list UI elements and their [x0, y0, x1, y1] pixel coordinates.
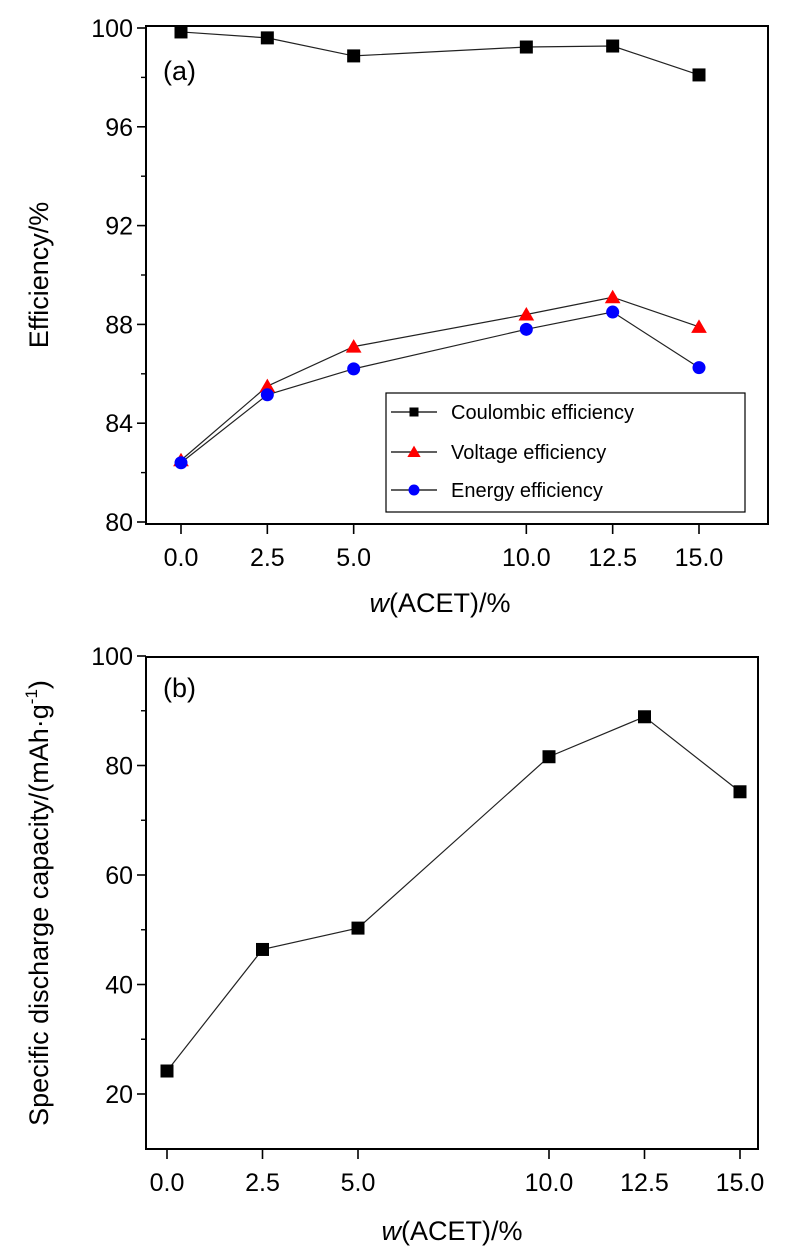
legend-label: Coulombic efficiency — [451, 402, 634, 424]
panel-a-data-point — [606, 305, 620, 319]
panel-a-y-tick-label: 100 — [91, 15, 133, 43]
panel-a-y-axis: 80 84 88 92 96 100 — [91, 15, 146, 537]
panel-b-data-point — [160, 1064, 174, 1078]
panel-a-y-tick-label: 88 — [105, 311, 133, 339]
panel-a-x-axis: 0.0 2.5 5.0 10.0 12.5 15.0 — [164, 524, 724, 572]
panel-a-label: (a) — [163, 56, 196, 86]
panel-a-data-point — [345, 339, 362, 353]
panel-a-data-point — [692, 68, 706, 82]
panel-b-capacity-chart: 20 40 60 80 100 0.0 2.5 5.0 10.0 12.5 15.0 (b) Sp… — [22, 643, 764, 1246]
legend-marker-triangle — [407, 445, 421, 458]
panel-a-x-axis-title-italic: w — [370, 588, 391, 618]
panel-a-data-point — [259, 378, 276, 393]
panel-a-series-line-circle — [180, 311, 700, 464]
panel-b-x-axis-title-italic: w — [382, 1216, 403, 1246]
panel-a-data-point — [604, 289, 621, 304]
panel-b-data-point — [351, 921, 365, 935]
panel-a-y-tick-label: 84 — [105, 410, 133, 438]
panel-b-y-axis-title-main: Specific discharge capacity/(mAh·g — [24, 704, 54, 1126]
panel-b-y-tick-label: 40 — [105, 972, 133, 1000]
panel-b-x-tick-label: 2.5 — [245, 1169, 280, 1197]
panel-a-data-point — [347, 362, 361, 376]
panel-b-y-axis-title: Specific discharge capacity/(mAh·g-1) — [22, 680, 54, 1126]
panel-b-x-axis-title: w(ACET)/% — [382, 1216, 523, 1246]
panel-b-series — [160, 710, 747, 1078]
panel-b-y-axis-title-sup: -1 — [22, 689, 41, 704]
panel-a-data-point — [174, 456, 188, 470]
panel-a-data-point — [347, 49, 361, 63]
panel-b-y-axis-title-end: ) — [24, 680, 54, 689]
panel-a-y-tick-label: 80 — [105, 509, 133, 537]
panel-b-y-tick-label: 100 — [91, 643, 133, 671]
panel-a-y-axis-title: Efficiency/% — [24, 202, 54, 349]
panel-a-x-tick-label: 12.5 — [588, 544, 637, 572]
legend-marker-circle — [408, 484, 420, 496]
legend-label: Energy efficiency — [451, 480, 603, 502]
panel-a-x-tick-label: 10.0 — [502, 544, 551, 572]
panel-b-label: (b) — [163, 673, 196, 703]
panel-b-y-axis: 20 40 60 80 100 — [91, 643, 146, 1109]
panel-a-y-tick-label: 96 — [105, 114, 133, 142]
panel-a-data-point — [518, 307, 535, 321]
panel-a-data-point — [692, 361, 706, 375]
panel-a-x-axis-title-rest: (ACET)/% — [389, 588, 511, 618]
panel-a-series — [173, 25, 707, 470]
panel-b-x-axis: 0.0 2.5 5.0 10.0 12.5 15.0 — [150, 1149, 765, 1197]
panel-a-x-axis-title: w(ACET)/% — [370, 588, 511, 618]
panel-a-series-line-triangle — [180, 296, 700, 461]
panel-a-data-point — [606, 39, 620, 53]
panel-a-data-point — [519, 40, 533, 54]
panel-b-x-tick-label: 12.5 — [620, 1169, 669, 1197]
panel-a-data-point — [691, 319, 707, 333]
panel-b-x-tick-label: 10.0 — [525, 1169, 574, 1197]
panel-a-data-point — [519, 322, 533, 336]
panel-b-x-tick-label: 0.0 — [150, 1169, 185, 1197]
panel-b-x-tick-label: 15.0 — [716, 1169, 765, 1197]
panel-a-x-tick-label: 2.5 — [250, 544, 285, 572]
panel-b-y-tick-label: 20 — [105, 1081, 133, 1109]
panel-a-x-tick-label: 5.0 — [336, 544, 371, 572]
panel-b-data-point — [638, 710, 651, 724]
panel-a-series-line-square — [180, 31, 700, 76]
panel-a-legend: Coulombic efficiency Voltage efficiency En… — [385, 392, 746, 513]
panel-a-data-point — [174, 25, 188, 39]
panel-a-y-tick-label: 92 — [105, 213, 133, 241]
panel-b-data-point — [542, 750, 556, 764]
panel-b-series-line-square — [166, 716, 741, 1072]
panel-a-data-point — [260, 31, 274, 45]
legend-label: Voltage efficiency — [451, 442, 606, 464]
panel-b-y-tick-label: 60 — [105, 862, 133, 890]
panel-b-data-point — [733, 785, 747, 799]
panel-b-data-point — [256, 942, 269, 956]
legend-box — [385, 392, 746, 513]
panel-a-data-point — [260, 388, 274, 402]
panel-b-x-axis-title-rest: (ACET)/% — [401, 1216, 523, 1246]
panel-b-frame — [145, 656, 759, 1150]
panel-b-x-tick-label: 5.0 — [341, 1169, 376, 1197]
legend-marker-square — [409, 407, 419, 417]
panel-a-x-tick-label: 0.0 — [164, 544, 199, 572]
panel-a-x-tick-label: 15.0 — [675, 544, 724, 572]
panel-b-y-tick-label: 80 — [105, 753, 133, 781]
